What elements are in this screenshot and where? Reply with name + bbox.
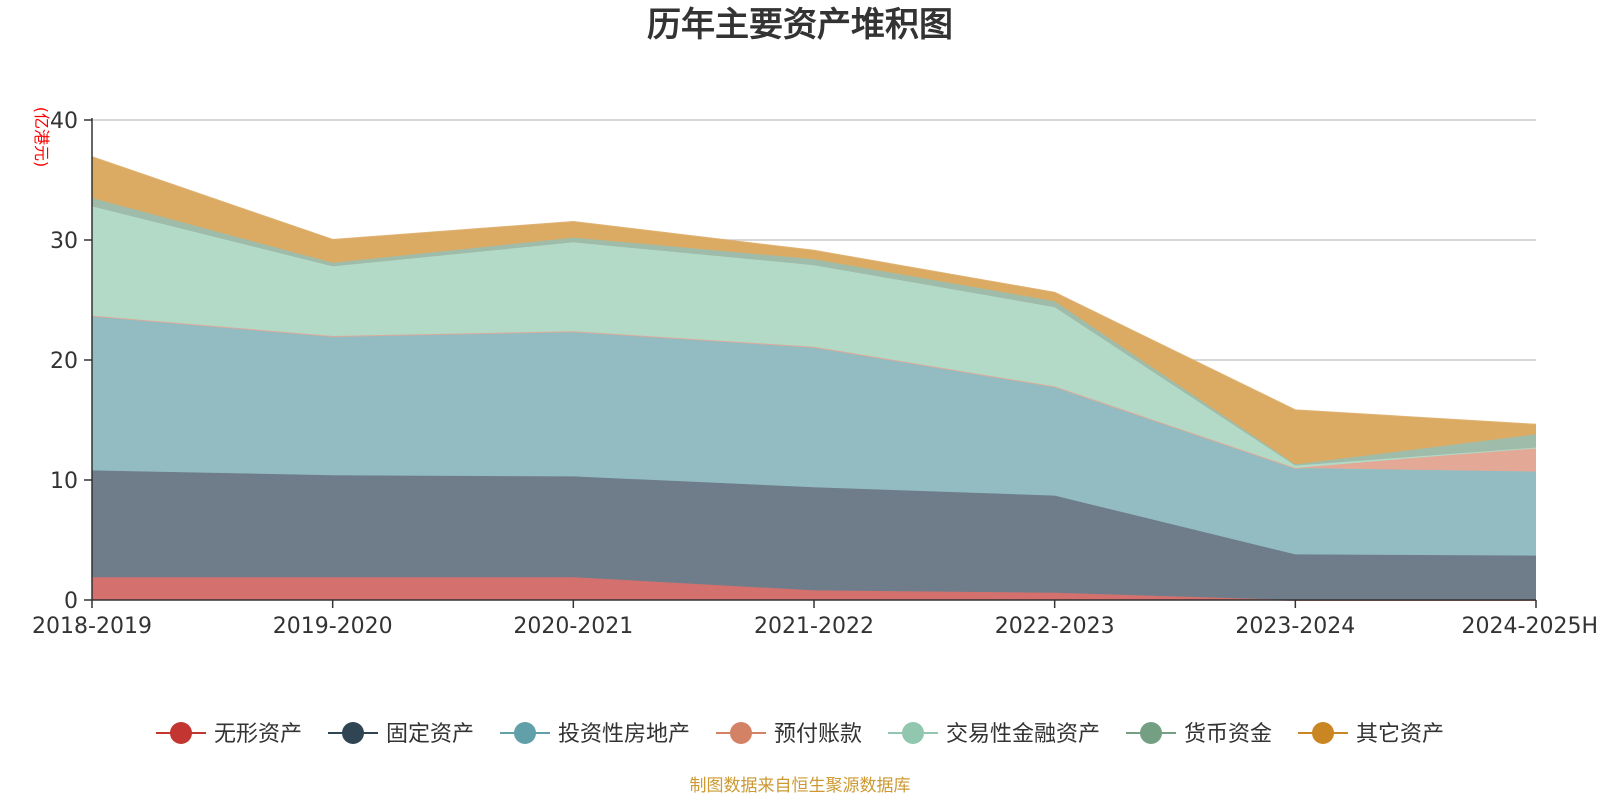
x-tick-label: 2018-2019 <box>32 614 152 639</box>
legend-marker <box>1140 722 1162 744</box>
y-tick-label: 40 <box>50 109 78 134</box>
legend-label: 无形资产 <box>214 722 302 747</box>
legend-item[interactable]: 无形资产 <box>156 722 302 747</box>
series-area <box>92 577 1536 600</box>
series-area <box>92 315 1536 556</box>
legend-item[interactable]: 交易性金融资产 <box>888 722 1100 747</box>
legend-label: 其它资产 <box>1356 722 1444 747</box>
y-tick-label: 30 <box>50 229 78 254</box>
series-area <box>92 470 1536 600</box>
legend-item[interactable]: 其它资产 <box>1298 722 1444 747</box>
legend-marker <box>170 722 192 744</box>
y-tick-label: 20 <box>50 349 78 374</box>
x-tick-label: 2021-2022 <box>754 614 874 639</box>
legend-label: 预付账款 <box>774 722 862 747</box>
y-tick-label: 0 <box>64 589 78 614</box>
data-source-note: 制图数据来自恒生聚源数据库 <box>690 776 911 796</box>
series-area <box>92 206 1536 468</box>
y-tick-label: 10 <box>50 469 78 494</box>
legend-marker <box>730 722 752 744</box>
y-axis-unit-label: (亿港元) <box>32 107 51 168</box>
series-area <box>92 157 1536 465</box>
legend-item[interactable]: 投资性房地产 <box>500 722 690 747</box>
x-tick-label: 2024-2025H <box>1462 614 1598 639</box>
legend-marker <box>514 722 536 744</box>
x-tick-label: 2023-2024 <box>1235 614 1355 639</box>
legend-label: 投资性房地产 <box>558 722 690 747</box>
legend-label: 货币资金 <box>1184 722 1272 747</box>
x-tick-label: 2020-2021 <box>513 614 633 639</box>
legend-item[interactable]: 货币资金 <box>1126 722 1272 747</box>
chart-title: 历年主要资产堆积图 <box>647 5 953 45</box>
legend-marker <box>1312 722 1334 744</box>
legend-label: 固定资产 <box>386 722 474 747</box>
legend-item[interactable]: 固定资产 <box>328 722 474 747</box>
x-tick-label: 2022-2023 <box>995 614 1115 639</box>
legend-label: 交易性金融资产 <box>946 722 1100 747</box>
series-areas <box>91 156 1537 601</box>
legend-marker <box>902 722 924 744</box>
legend-item[interactable]: 预付账款 <box>716 722 862 747</box>
legend: 无形资产 固定资产 投资性房地产 预付账款 交易性金融资产 货币资金 其它资产 <box>156 722 1444 747</box>
x-tick-label: 2019-2020 <box>273 614 393 639</box>
series-line <box>91 156 1537 426</box>
axes: 0 10 20 30 40 2018-2019 2019-2020 2020-2021 2021… <box>32 109 1598 639</box>
legend-marker <box>342 722 364 744</box>
